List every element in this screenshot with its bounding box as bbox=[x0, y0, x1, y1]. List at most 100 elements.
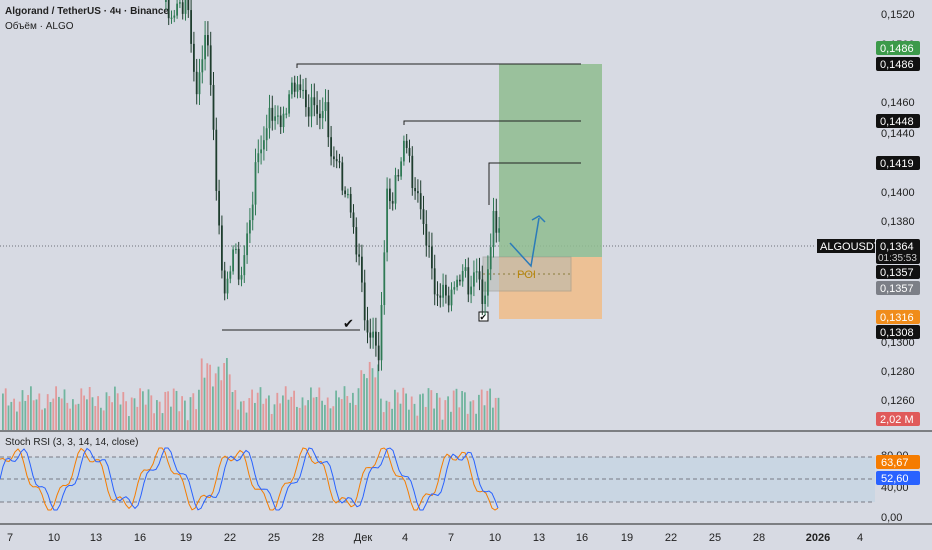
candle-body bbox=[198, 72, 201, 95]
volume-bar bbox=[458, 407, 461, 430]
candle-body bbox=[263, 140, 265, 150]
price-tick: 0,1300 bbox=[881, 337, 915, 349]
high-level-2[interactable] bbox=[403, 120, 581, 125]
candle-body bbox=[422, 209, 425, 225]
candle-body bbox=[495, 210, 498, 233]
low-price-label[interactable]: 0,1308 bbox=[880, 327, 914, 339]
volume-bar bbox=[290, 396, 293, 430]
volume-bar bbox=[200, 358, 203, 430]
candle-body bbox=[358, 254, 360, 257]
candle-body bbox=[181, 2, 184, 14]
candle-body bbox=[439, 295, 442, 298]
poi-price-label[interactable]: 0,1357 bbox=[880, 267, 914, 279]
poi-box[interactable] bbox=[482, 256, 572, 292]
target-price-label[interactable]: 0,1486 bbox=[880, 43, 914, 55]
price-label-bg bbox=[876, 281, 920, 295]
volume-bar bbox=[256, 392, 259, 430]
symbol-title[interactable]: Algorand / TetherUS · 4ч · Binance bbox=[5, 6, 169, 17]
stoch-d-value[interactable]: 63,67 bbox=[881, 457, 909, 469]
volume-bar bbox=[153, 413, 155, 430]
high-2-price-label[interactable]: 0,1448 bbox=[880, 116, 914, 128]
volume-bar bbox=[396, 392, 399, 430]
volume-bar bbox=[41, 409, 43, 430]
volume-bar bbox=[380, 398, 382, 430]
volume-bar bbox=[198, 389, 200, 430]
volume-bar bbox=[385, 400, 388, 430]
volume-bar bbox=[142, 391, 144, 430]
volume-bar bbox=[287, 399, 290, 430]
high-level-1[interactable] bbox=[296, 63, 581, 68]
volume-bar bbox=[203, 377, 206, 430]
high-1-price-label[interactable]: 0,1486 bbox=[880, 59, 914, 71]
candle-body bbox=[487, 269, 489, 296]
volume-legend[interactable]: Объём · ALGO bbox=[5, 21, 74, 32]
volume-bar bbox=[217, 366, 220, 430]
symbol-tag-bg bbox=[817, 239, 875, 253]
volume-bar bbox=[195, 409, 197, 430]
time-axis[interactable]: 7 10 13 16 19 22 25 28 Дек 4 7 10 13 16 19 22 25 28 2026 4 bbox=[7, 532, 863, 544]
volume-bar bbox=[175, 390, 178, 430]
volume-bar bbox=[184, 400, 186, 430]
volume-bar bbox=[212, 386, 214, 430]
volume-bar bbox=[44, 408, 46, 430]
candle-body bbox=[305, 89, 307, 108]
candle-body bbox=[215, 129, 218, 191]
volume-bar bbox=[413, 403, 416, 430]
volume-bar bbox=[102, 410, 105, 430]
volume-bar bbox=[394, 389, 396, 430]
candle-body bbox=[405, 140, 408, 148]
volume-bar bbox=[262, 403, 265, 430]
candle-body bbox=[212, 84, 215, 130]
candle-body bbox=[293, 82, 296, 92]
volume-bar bbox=[422, 393, 424, 430]
checkbox-check-icon: ✔ bbox=[480, 313, 488, 323]
volume-bar bbox=[223, 363, 225, 430]
volume-bar bbox=[436, 393, 438, 430]
candle-body bbox=[167, 0, 170, 19]
candle-body bbox=[237, 248, 240, 280]
price-tick: 0,1400 bbox=[881, 187, 915, 199]
candle-body bbox=[447, 295, 450, 306]
stop-price-label[interactable]: 0,1316 bbox=[880, 312, 914, 324]
stoch-k-label-bg bbox=[876, 471, 920, 485]
symbol-tag[interactable]: ALGOUSDT bbox=[820, 241, 881, 253]
volume-bar bbox=[284, 386, 287, 430]
candle-body bbox=[285, 113, 288, 115]
volume-bar bbox=[2, 393, 4, 430]
stoch-k-value[interactable]: 52,60 bbox=[881, 473, 909, 485]
candle-body bbox=[361, 256, 363, 283]
candle-body bbox=[176, 3, 178, 16]
time-tick: 7 bbox=[7, 532, 13, 544]
stoch-d-label-bg bbox=[876, 455, 920, 469]
candle-body bbox=[341, 162, 344, 191]
candle-body bbox=[425, 224, 428, 246]
arrow-head-icon bbox=[531, 215, 546, 223]
poi-label[interactable]: POI bbox=[517, 269, 536, 281]
volume-bar bbox=[248, 398, 251, 430]
candle-body bbox=[349, 193, 352, 213]
volume-bar bbox=[408, 409, 410, 430]
volume-bar bbox=[469, 401, 472, 430]
volume-value-label[interactable]: 2,02 M bbox=[880, 414, 914, 426]
check-mark-icon[interactable]: ✔ bbox=[343, 317, 354, 332]
entry-price-label[interactable]: 0,1357 bbox=[880, 283, 914, 295]
high-level-3[interactable] bbox=[488, 162, 581, 205]
volume-bar bbox=[419, 394, 421, 430]
volume-bar bbox=[301, 397, 304, 430]
price-label-bg bbox=[876, 325, 920, 339]
volume-bar bbox=[240, 401, 242, 430]
time-tick: 19 bbox=[180, 532, 192, 544]
high-3-price-label[interactable]: 0,1419 bbox=[880, 158, 914, 170]
checkbox-icon[interactable] bbox=[478, 311, 489, 322]
volume-bar bbox=[296, 406, 298, 430]
price-label-bg bbox=[876, 156, 920, 170]
candle-body bbox=[316, 105, 318, 114]
projection-arrow[interactable] bbox=[509, 217, 540, 268]
stoch-rsi-legend[interactable]: Stoch RSI (3, 3, 14, 14, close) bbox=[5, 437, 139, 448]
volume-bar bbox=[464, 392, 466, 430]
current-price-label[interactable]: 0,1364 bbox=[880, 241, 914, 253]
target-zone[interactable] bbox=[499, 64, 602, 257]
current-price-bg bbox=[876, 239, 920, 264]
volume-bar bbox=[486, 390, 489, 430]
